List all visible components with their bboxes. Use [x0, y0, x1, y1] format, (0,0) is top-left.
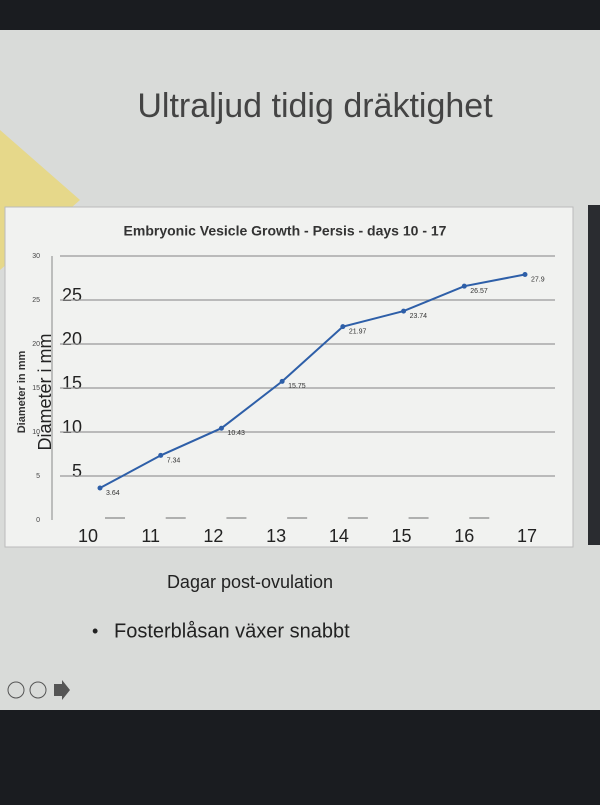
y-tick-label-overlay: 10 [62, 417, 82, 437]
y-tick-label: 20 [32, 341, 40, 348]
data-label: 21.97 [349, 329, 367, 336]
y-axis-title-overlay: Diameter i mm [35, 333, 55, 450]
data-label: 27.9 [531, 276, 545, 283]
bullet-text: Fosterblåsan växer snabbt [114, 620, 350, 642]
x-tick-label: 15 [392, 526, 412, 546]
y-tick-label: 15 [32, 385, 40, 392]
y-tick-label: 10 [32, 429, 40, 436]
control-icon[interactable] [29, 681, 47, 699]
y-tick-label-overlay: 25 [62, 285, 82, 305]
y-tick-label-overlay: 20 [62, 329, 82, 349]
x-tick-label: 13 [266, 526, 286, 546]
y-tick-label: 30 [32, 253, 40, 260]
next-icon[interactable] [54, 680, 70, 700]
control-icon[interactable] [7, 681, 25, 699]
data-label: 15.75 [288, 383, 306, 390]
data-label: 7.34 [167, 457, 181, 464]
data-label: 26.57 [470, 288, 488, 295]
data-label: 3.64 [106, 490, 120, 497]
x-tick-label: 11 [141, 526, 160, 546]
point [97, 485, 103, 491]
controls [7, 680, 70, 700]
line [99, 273, 526, 489]
point [461, 283, 467, 289]
x-tick-label: 12 [203, 526, 223, 546]
point [340, 324, 346, 330]
y-tick-label-overlay: 15 [62, 373, 82, 393]
chart-title: Embryonic Vesicle Growth - Persis - days… [124, 223, 447, 239]
y-tick-label-overlay: 5 [72, 461, 82, 481]
chart-box [4, 206, 574, 548]
y-axis-title: Diameter in mm [16, 351, 28, 434]
x-tick-label: 14 [329, 526, 349, 546]
side-strip [588, 205, 600, 545]
data-label: 23.74 [410, 313, 428, 320]
point [522, 271, 528, 277]
bullet-marker: • [92, 621, 98, 641]
x-tick-label: 10 [78, 526, 98, 546]
x-tick-label: 16 [454, 526, 474, 546]
data-label: 10.43 [227, 430, 245, 437]
y-tick-label: 25 [32, 297, 40, 304]
slide-title: Ultraljud tidig dräktighet [137, 87, 493, 125]
point [218, 425, 224, 431]
y-tick-label: 0 [36, 517, 40, 524]
x-axis-title: Dagar post-ovulation [167, 572, 333, 592]
point [158, 452, 164, 458]
y-tick-label: 5 [36, 473, 40, 480]
x-tick-label: 17 [517, 526, 537, 546]
point [401, 308, 407, 314]
point [279, 378, 285, 384]
